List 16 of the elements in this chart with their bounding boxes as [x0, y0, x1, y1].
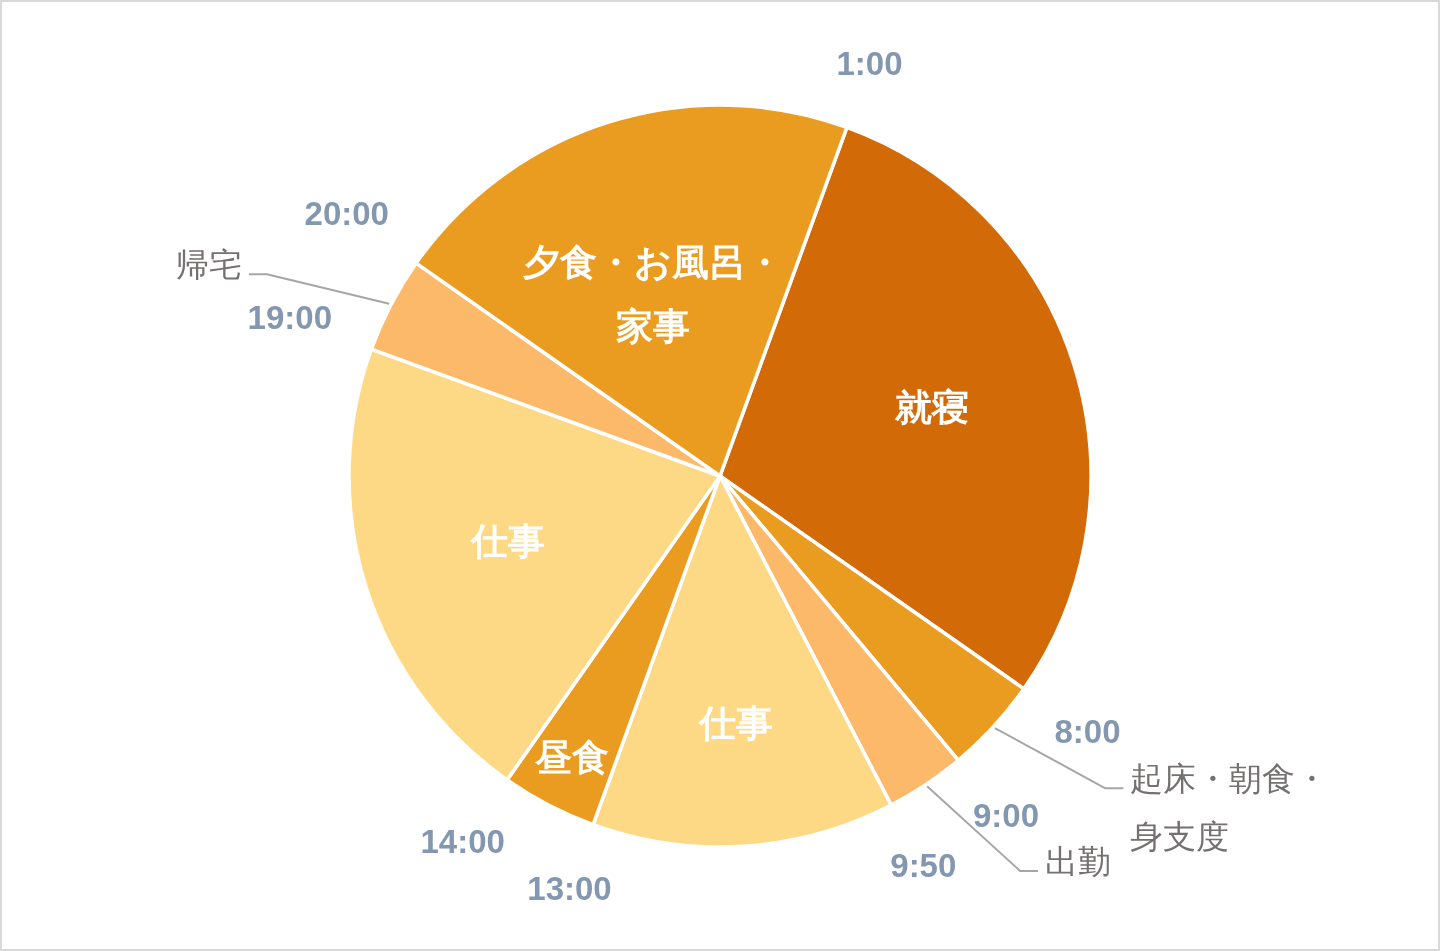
- text: 19:00: [247, 299, 332, 337]
- slice-label: 出勤: [1045, 841, 1112, 881]
- slice-label: 仕事: [697, 702, 774, 745]
- slice-label: 夕食・お風呂・家事: [522, 240, 784, 348]
- slice-label: 起床・朝食・身支度: [1130, 759, 1329, 857]
- text: 13:00: [527, 869, 612, 907]
- text: 9:00: [972, 797, 1040, 835]
- slice-label: 仕事: [468, 519, 545, 563]
- text: 9:50: [890, 846, 957, 884]
- text: 14:00: [420, 823, 505, 861]
- slice-label: 帰宅: [175, 245, 242, 285]
- slice-label: 昼食: [534, 736, 610, 780]
- slice-label: 就寝: [894, 386, 970, 430]
- text: 1:00: [836, 45, 903, 83]
- text: 8:00: [1054, 713, 1121, 751]
- text: 20:00: [304, 194, 389, 232]
